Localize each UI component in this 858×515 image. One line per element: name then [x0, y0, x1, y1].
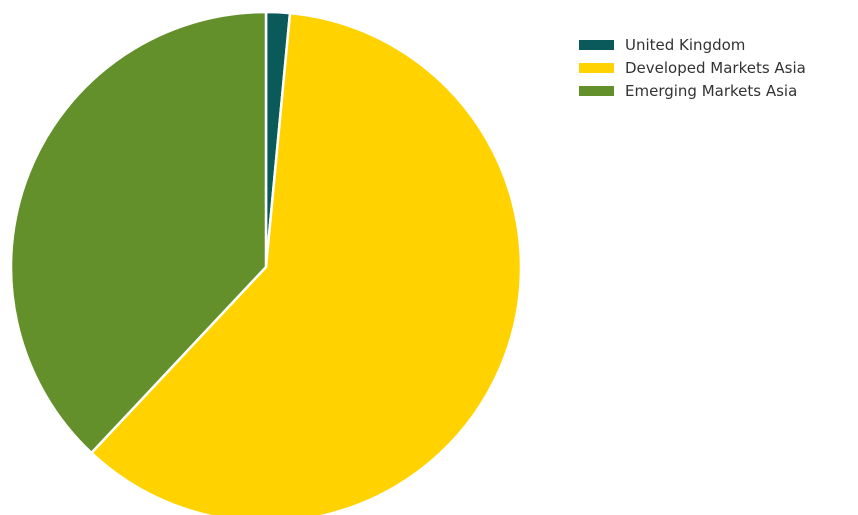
pie-slice-emerging-markets-asia — [9, 10, 268, 455]
legend-item: Emerging Markets Asia — [579, 79, 806, 102]
legend: United Kingdom Developed Markets Asia Emer… — [579, 33, 806, 102]
legend-item: Developed Markets Asia — [579, 56, 806, 79]
legend-label: United Kingdom — [625, 35, 746, 54]
legend-swatch — [579, 62, 614, 73]
legend-swatch — [579, 39, 614, 50]
legend-swatch — [579, 85, 614, 96]
legend-label: Developed Markets Asia — [625, 58, 806, 77]
legend-item: United Kingdom — [579, 33, 806, 56]
legend-label: Emerging Markets Asia — [625, 81, 798, 100]
pie-slice-developed-markets-asia — [90, 11, 523, 515]
